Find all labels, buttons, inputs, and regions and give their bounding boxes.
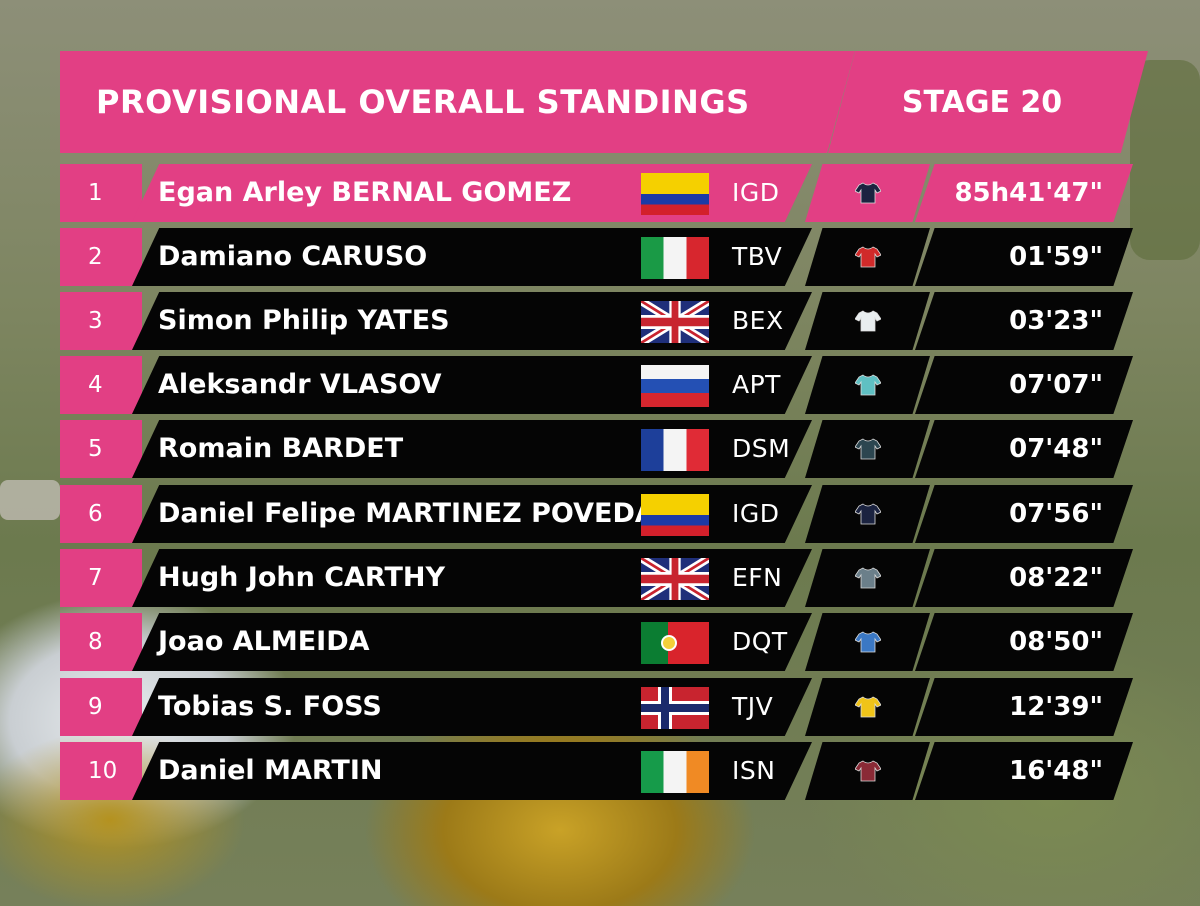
team-code: EFN	[732, 563, 783, 592]
time-cell: 07'48"	[915, 420, 1133, 478]
dark-navy-jersey-icon	[854, 503, 881, 525]
united-kingdom-flag	[641, 301, 709, 343]
jersey-cell	[805, 678, 930, 736]
rank-number: 7	[60, 549, 142, 607]
standings-row: 4 Aleksandr VLASOV APT 07'07"	[60, 356, 1135, 414]
team-code: APT	[732, 370, 781, 399]
background-rock	[0, 480, 60, 520]
france-flag	[641, 429, 709, 471]
time-cell: 16'48"	[915, 742, 1133, 800]
gap-time: 07'48"	[1009, 434, 1103, 464]
stage-label: STAGE 20	[901, 84, 1063, 120]
ireland-flag	[641, 751, 709, 793]
blue-jersey-icon	[854, 631, 881, 653]
time-cell: 12'39"	[915, 678, 1133, 736]
gap-time: 08'22"	[1009, 563, 1103, 593]
rider-name: Tobias S. FOSS	[158, 691, 382, 722]
rank-number: 3	[60, 292, 142, 350]
standings-row: 7 Hugh John CARTHY EFN 08'22"	[60, 549, 1135, 607]
rank-number: 4	[60, 356, 142, 414]
jersey-cell	[805, 420, 930, 478]
team-code: TJV	[732, 692, 774, 721]
team-code: BEX	[732, 306, 784, 335]
standings-row: 9 Tobias S. FOSS TJV 12'39"	[60, 678, 1135, 736]
team-code: IGD	[732, 499, 780, 528]
white-jersey-icon	[854, 310, 881, 332]
gap-time: 07'07"	[1009, 370, 1103, 400]
rider-name: Joao ALMEIDA	[158, 626, 370, 657]
rider-name: Aleksandr VLASOV	[158, 369, 442, 400]
rider-name: Egan Arley BERNAL GOMEZ	[158, 177, 572, 208]
rider-name: Romain BARDET	[158, 433, 404, 464]
time-cell: 85h41'47"	[915, 164, 1133, 222]
jersey-cell	[805, 228, 930, 286]
gap-time: 12'39"	[1009, 692, 1103, 722]
rider-name: Damiano CARUSO	[158, 241, 428, 272]
time-cell: 07'07"	[915, 356, 1133, 414]
standings-row: 5 Romain BARDET DSM 07'48"	[60, 420, 1135, 478]
jersey-cell	[805, 549, 930, 607]
rank-number: 9	[60, 678, 142, 736]
rank-number: 2	[60, 228, 142, 286]
rider-name: Hugh John CARTHY	[158, 562, 446, 593]
time-cell: 07'56"	[915, 485, 1133, 543]
standings-title: PROVISIONAL OVERALL STANDINGS	[96, 83, 750, 121]
jersey-cell	[805, 485, 930, 543]
red-jersey-icon	[854, 246, 881, 268]
stage-banner: STAGE 20	[828, 51, 1148, 153]
jersey-cell	[805, 613, 930, 671]
norway-flag	[641, 687, 709, 729]
standings-title-banner: PROVISIONAL OVERALL STANDINGS	[60, 51, 855, 153]
rider-name: Daniel MARTIN	[158, 755, 383, 786]
gap-time: 08'50"	[1009, 627, 1103, 657]
rank-number: 5	[60, 420, 142, 478]
team-code: TBV	[732, 242, 783, 271]
background-grass	[1130, 60, 1200, 260]
turquoise-jersey-icon	[854, 374, 881, 396]
team-code: ISN	[732, 756, 776, 785]
rider-name: Simon Philip YATES	[158, 305, 450, 336]
dark-navy-jersey-icon	[854, 182, 881, 204]
team-code: DSM	[732, 434, 791, 463]
italy-flag	[641, 237, 709, 279]
standings-row: 6 Daniel Felipe MARTINEZ POVEDA IGD 07'56"	[60, 485, 1135, 543]
time-cell: 01'59"	[915, 228, 1133, 286]
gap-time: 85h41'47"	[954, 178, 1103, 208]
jersey-cell	[805, 292, 930, 350]
jersey-cell	[805, 356, 930, 414]
standings-row: 10 Daniel MARTIN ISN 16'48"	[60, 742, 1135, 800]
jersey-cell	[805, 164, 930, 222]
maroon-jersey-icon	[854, 760, 881, 782]
yellow-jersey-icon	[854, 696, 881, 718]
gap-time: 03'23"	[1009, 306, 1103, 336]
team-code: IGD	[732, 178, 780, 207]
russia-flag	[641, 365, 709, 407]
time-cell: 03'23"	[915, 292, 1133, 350]
rider-name: Daniel Felipe MARTINEZ POVEDA	[158, 498, 656, 529]
patterned-jersey-icon	[854, 567, 881, 589]
jersey-cell	[805, 742, 930, 800]
gap-time: 07'56"	[1009, 499, 1103, 529]
rank-number: 1	[60, 164, 142, 222]
rank-number: 10	[60, 742, 142, 800]
colombia-flag	[641, 173, 709, 215]
standings-row: 1 Egan Arley BERNAL GOMEZ IGD 85h41'47"	[60, 164, 1135, 222]
standings-row: 3 Simon Philip YATES BEX 03'23"	[60, 292, 1135, 350]
time-cell: 08'22"	[915, 549, 1133, 607]
standings-row: 2 Damiano CARUSO TBV 01'59"	[60, 228, 1135, 286]
gap-time: 01'59"	[1009, 242, 1103, 272]
time-cell: 08'50"	[915, 613, 1133, 671]
team-code: DQT	[732, 627, 788, 656]
colombia-flag	[641, 494, 709, 536]
standings-row: 8 Joao ALMEIDA DQT 08'50"	[60, 613, 1135, 671]
rank-number: 6	[60, 485, 142, 543]
portugal-flag	[641, 622, 709, 664]
black-teal-jersey-icon	[854, 438, 881, 460]
united-kingdom-flag	[641, 558, 709, 600]
rank-number: 8	[60, 613, 142, 671]
gap-time: 16'48"	[1009, 756, 1103, 786]
